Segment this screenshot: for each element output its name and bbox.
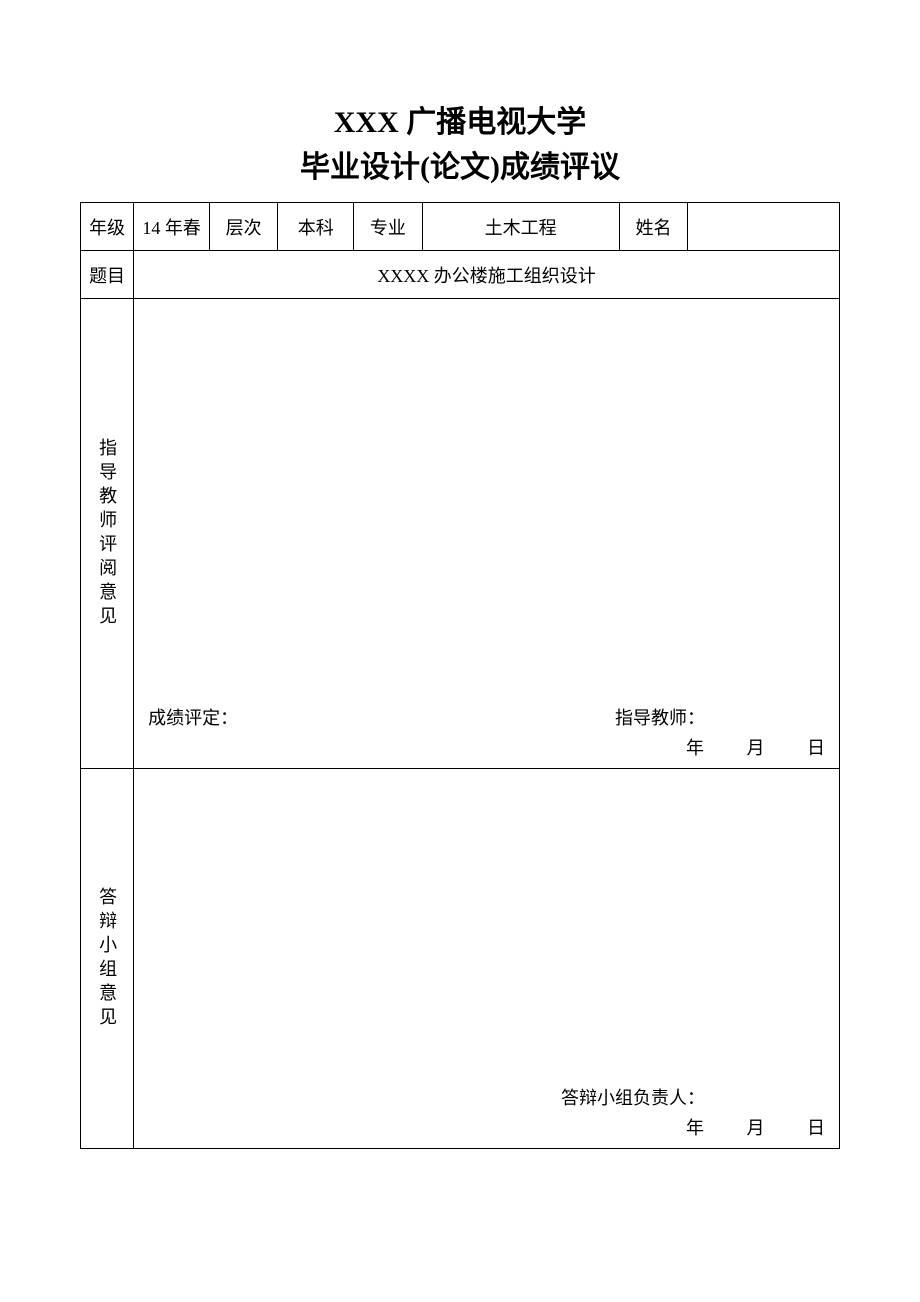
score-label: 成绩评定： <box>148 704 238 730</box>
advisor-opinion-inner: 成绩评定： 指导教师： 年 月 日 <box>134 299 839 768</box>
header-row: 年级 14 年春 层次 本科 专业 土木工程 姓名 <box>81 203 840 251</box>
topic-label: 题目 <box>81 251 134 299</box>
level-value: 本科 <box>278 203 354 251</box>
advisor-opinion-label: 指导教师评阅意见 <box>81 299 134 769</box>
date-month: 月 <box>747 1114 765 1140</box>
defense-opinion-cell: 答辩小组负责人： 年 月 日 <box>134 769 840 1149</box>
name-label: 姓名 <box>619 203 687 251</box>
date-year: 年 <box>686 1114 704 1140</box>
level-label: 层次 <box>210 203 278 251</box>
advisor-row: 指导教师评阅意见 成绩评定： 指导教师： 年 月 日 <box>81 299 840 769</box>
date-month: 月 <box>747 734 765 760</box>
defense-bottom-line: 答辩小组负责人： <box>148 1084 825 1110</box>
advisor-date-line: 年 月 日 <box>648 734 825 760</box>
title-line-2: 毕业设计(论文)成绩评议 <box>80 145 840 190</box>
title-line-1: XXX 广播电视大学 <box>80 100 840 145</box>
major-label: 专业 <box>354 203 422 251</box>
name-value <box>688 203 840 251</box>
defense-date-line: 年 月 日 <box>648 1114 825 1140</box>
advisor-opinion-cell: 成绩评定： 指导教师： 年 月 日 <box>134 299 840 769</box>
advisor-signer-label: 指导教师： <box>615 704 705 730</box>
advisor-bottom-line: 成绩评定： 指导教师： <box>148 704 825 730</box>
grade-value: 14 年春 <box>134 203 210 251</box>
defense-opinion-inner: 答辩小组负责人： 年 月 日 <box>134 769 839 1148</box>
major-value: 土木工程 <box>422 203 619 251</box>
topic-value: XXXX 办公楼施工组织设计 <box>134 251 840 299</box>
topic-row: 题目 XXXX 办公楼施工组织设计 <box>81 251 840 299</box>
date-day: 日 <box>807 1114 825 1140</box>
evaluation-table: 年级 14 年春 层次 本科 专业 土木工程 姓名 题目 XXXX 办公楼施工组… <box>80 202 840 1149</box>
date-year: 年 <box>686 734 704 760</box>
defense-opinion-label: 答辩小组意见 <box>81 769 134 1149</box>
defense-row: 答辩小组意见 答辩小组负责人： 年 月 日 <box>81 769 840 1149</box>
grade-label: 年级 <box>81 203 134 251</box>
defense-signer-label: 答辩小组负责人： <box>561 1084 705 1110</box>
document-title: XXX 广播电视大学 毕业设计(论文)成绩评议 <box>80 100 840 190</box>
date-day: 日 <box>807 734 825 760</box>
